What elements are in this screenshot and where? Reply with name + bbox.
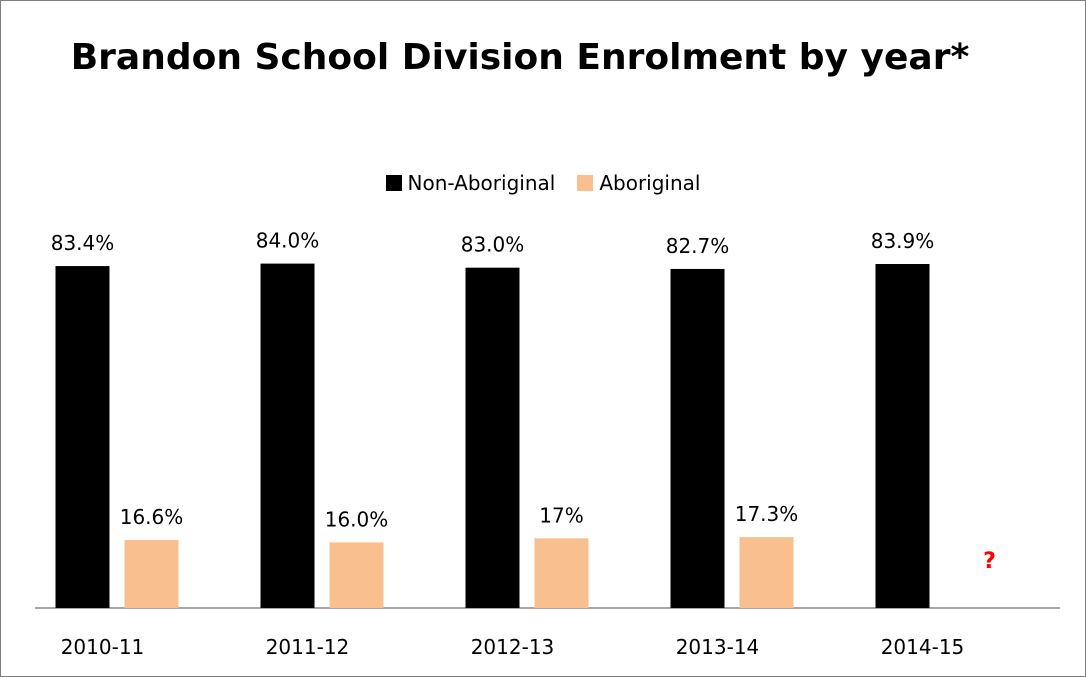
data-label-non-aboriginal-2013-14: 82.7% (666, 234, 730, 258)
bar-non-aboriginal-2012-13 (465, 267, 520, 608)
x-tick-label-2012-13: 2012-13 (471, 635, 555, 659)
x-tick-label-2014-15: 2014-15 (881, 635, 965, 659)
data-label-aboriginal-2013-14: 17.3% (735, 502, 799, 526)
bar-aboriginal-2010-11 (124, 539, 179, 608)
bar-non-aboriginal-2011-12 (260, 263, 315, 608)
bar-non-aboriginal-2010-11 (55, 266, 110, 608)
legend-swatch-non-aboriginal (385, 175, 402, 191)
legend-item-non-aboriginal: Non-Aboriginal (385, 171, 556, 195)
bar-aboriginal-2013-14 (739, 537, 794, 608)
bar-aboriginal-2011-12 (329, 542, 384, 608)
legend-label-aboriginal: Aboriginal (599, 171, 701, 195)
data-label-non-aboriginal-2011-12: 84.0% (256, 229, 320, 253)
data-label-non-aboriginal-2012-13: 83.0% (461, 233, 525, 257)
legend-label-non-aboriginal: Non-Aboriginal (407, 171, 556, 195)
legend: Non-Aboriginal Aboriginal (0, 169, 1086, 197)
data-label-non-aboriginal-2010-11: 83.4% (51, 231, 115, 255)
data-label-aboriginal-2012-13: 17% (539, 503, 583, 527)
legend-item-aboriginal: Aboriginal (577, 171, 700, 195)
x-tick-label-2010-11: 2010-11 (61, 635, 145, 659)
data-label-aboriginal-2011-12: 16.0% (325, 507, 389, 531)
bar-non-aboriginal-2013-14 (670, 268, 725, 608)
legend-swatch-aboriginal (577, 175, 594, 191)
data-label-non-aboriginal-2014-15: 83.9% (871, 229, 935, 253)
data-label-aboriginal-2010-11: 16.6% (120, 505, 184, 529)
x-tick-label-2013-14: 2013-14 (676, 635, 760, 659)
bar-aboriginal-2012-13 (534, 538, 589, 608)
bar-non-aboriginal-2014-15 (875, 264, 930, 608)
x-tick-label-2011-12: 2011-12 (266, 635, 350, 659)
missing-value-marker-2014-15: ? (983, 549, 996, 574)
chart-title: Brandon School Division Enrolment by yea… (70, 37, 970, 78)
